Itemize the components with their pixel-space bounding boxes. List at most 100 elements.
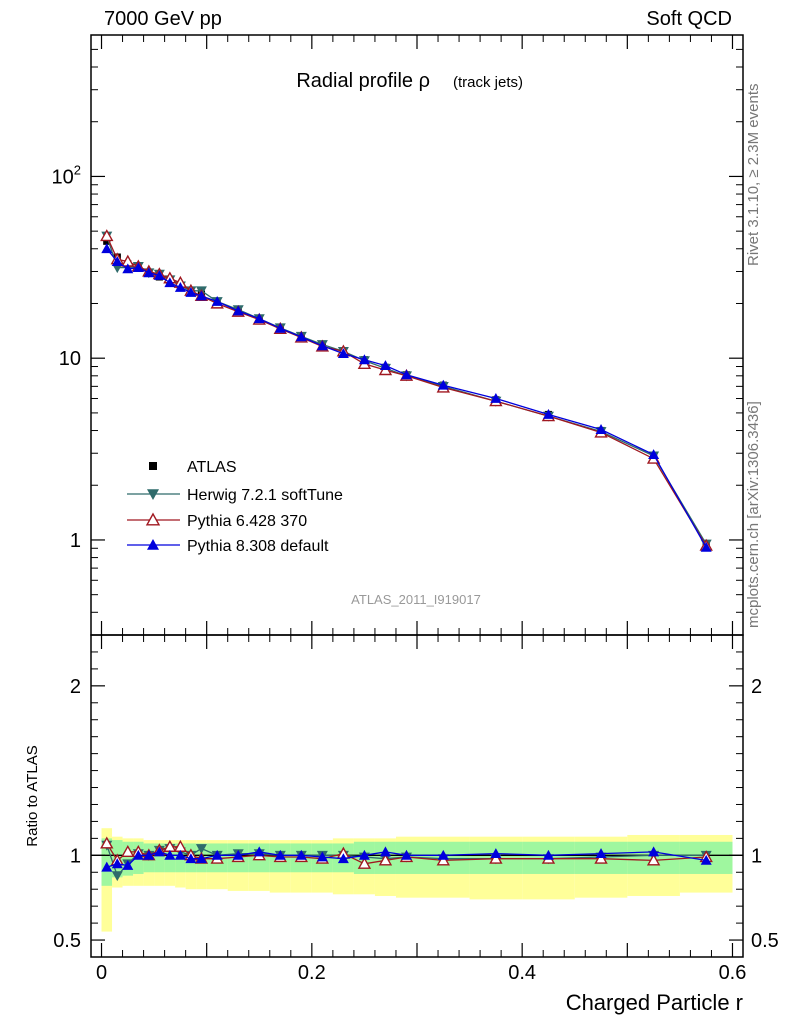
xtick-label: 0.6 (719, 962, 747, 984)
main-series-3 (101, 243, 712, 552)
ratio-data-point (316, 851, 328, 862)
legend-label: Herwig 7.2.1 softTune (187, 487, 343, 504)
ratio-data-point (542, 849, 554, 860)
ratio-data-point (111, 858, 123, 869)
ratio-data-point (358, 849, 370, 860)
ratio-data-point (211, 849, 223, 860)
legend-marker (147, 539, 159, 550)
main-data-point (648, 449, 660, 459)
ratio-data-point (646, 853, 661, 866)
ratio-data-point (595, 848, 607, 859)
main-data-point (100, 229, 114, 242)
ratio-data-point (337, 853, 349, 864)
xtick-label: 0.2 (298, 962, 326, 984)
ratio-panel: 0.5 0.5 1 1 2 2 0 0.2 0.4 0.6 Charged Particle r Ra… (24, 634, 779, 1015)
ratio-data-point (253, 846, 265, 857)
main-panel: 1 10 102 Radial profile ρ (track jets) ATLAS_… (52, 34, 743, 636)
xtick-label: 0 (96, 962, 107, 984)
ratio-data-point (132, 849, 144, 860)
ratio-data-point (648, 846, 660, 857)
ratio-data-point (400, 849, 412, 860)
header-process-label: 7000 GeV pp (104, 8, 222, 30)
main-data-point (358, 354, 370, 365)
ratio-data-point (122, 859, 134, 870)
main-data-point (164, 277, 176, 288)
main-ytick-label: 102 (52, 162, 81, 188)
ratio-data-point (121, 844, 135, 858)
main-title-suffix: (track jets) (453, 74, 523, 91)
main-data-point (122, 263, 134, 274)
main-data-point (542, 409, 554, 419)
main-data-point (143, 267, 155, 278)
main-title: Radial profile ρ (296, 70, 430, 92)
ratio-ytick-label: 1 (70, 845, 81, 867)
legend-label: ATLAS (187, 459, 237, 476)
main-data-point (595, 424, 607, 434)
main-data-point (195, 290, 207, 301)
ratio-data-point (436, 853, 450, 866)
ratio-ytick-label-right: 2 (751, 676, 762, 698)
ratio-data-point (274, 849, 286, 860)
ratio-panel-bands (91, 828, 743, 932)
main-data-point (101, 243, 113, 254)
ratio-data-point (232, 849, 244, 860)
ratio-data-point (185, 853, 197, 864)
main-data-point (437, 379, 449, 390)
main-data-point (132, 262, 144, 273)
main-data-point (316, 340, 328, 351)
ratio-data-point (153, 846, 165, 857)
ratio-data-point (195, 853, 207, 864)
main-data-point (379, 360, 391, 371)
main-data-point (295, 331, 307, 342)
x-axis-title: Charged Particle r (566, 990, 743, 1015)
ratio-data-point (295, 849, 307, 860)
ratio-data-point (174, 849, 186, 860)
ratio-ytick-label-right: 0.5 (751, 930, 779, 952)
ratio-data-point (379, 846, 391, 857)
ratio-y-axis-title: Ratio to ATLAS (24, 745, 41, 846)
main-data-point (174, 281, 186, 292)
ratio-data-point (437, 849, 449, 860)
main-data-point (211, 296, 223, 306)
ratio-data-point (100, 836, 114, 849)
main-data-point (111, 256, 123, 266)
ratio-data-point (378, 853, 393, 866)
ratio-ytick-label-right: 1 (751, 845, 762, 867)
header-category-label: Soft QCD (646, 8, 732, 30)
main-data-point (400, 369, 412, 380)
main-data-point (232, 305, 244, 316)
main-ytick-label: 10 (59, 348, 81, 370)
main-data-point (253, 313, 265, 324)
ratio-data-point (101, 861, 113, 872)
ratio-data-point (164, 849, 176, 860)
ratio-data-point (594, 851, 608, 864)
legend: ATLAS Herwig 7.2.1 softTune Pythia 6.428 3… (127, 459, 343, 555)
legend-label: Pythia 8.308 default (187, 538, 329, 555)
main-data-point (490, 393, 502, 403)
legend-label: Pythia 6.428 370 (187, 513, 307, 530)
main-ytick-label: 1 (70, 530, 81, 552)
ratio-panel-frame (90, 634, 744, 958)
ratio-data-point (195, 844, 207, 855)
main-data-point (700, 541, 712, 552)
ratio-data-point (489, 851, 503, 864)
ratio-data-point (111, 871, 123, 882)
legend-marker (147, 489, 159, 500)
legend-marker (149, 462, 157, 470)
xtick-label: 0.4 (508, 962, 536, 984)
ratio-data-point (700, 854, 712, 865)
legend-marker (145, 512, 161, 526)
ratio-data-point (357, 856, 372, 869)
ratio-ytick-label: 0.5 (53, 930, 81, 952)
ratio-data-point (143, 849, 155, 860)
ratio-series-2 (101, 846, 712, 872)
ratio-data-point (490, 848, 502, 859)
ratio-stat-band (122, 841, 134, 876)
main-data-point (185, 286, 197, 297)
analysis-watermark: ATLAS_2011_I919017 (351, 592, 481, 607)
main-data-point (337, 348, 349, 358)
main-data-point (274, 322, 286, 333)
ratio-stat-band (154, 843, 165, 873)
main-ytick-label-exponent: 2 (74, 162, 81, 177)
